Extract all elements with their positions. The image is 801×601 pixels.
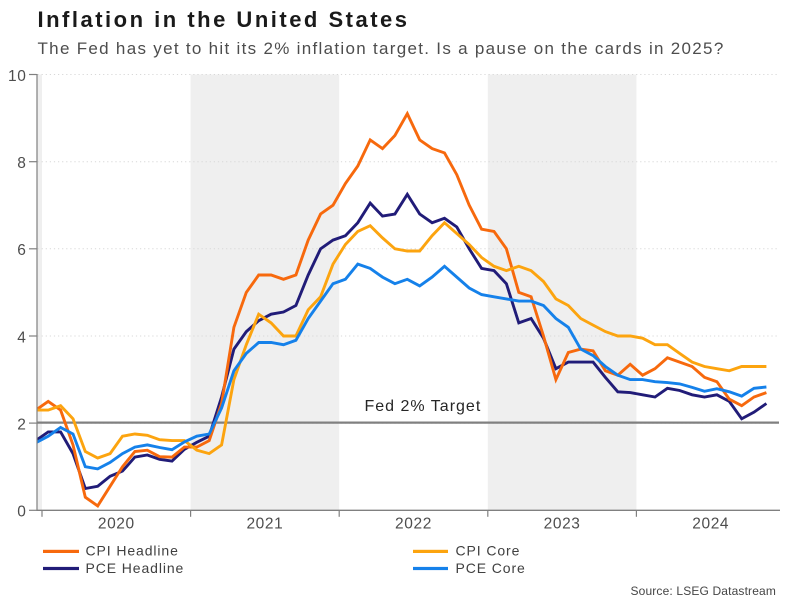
svg-text:6: 6 (17, 242, 26, 259)
svg-text:Fed 2% Target: Fed 2% Target (365, 398, 482, 415)
svg-text:10: 10 (8, 68, 26, 85)
svg-text:CPI Core: CPI Core (456, 543, 521, 559)
svg-text:2: 2 (17, 417, 26, 434)
svg-text:The Fed has yet to hit its 2%: The Fed has yet to hit its 2% inflation … (38, 39, 725, 58)
svg-text:PCE Core: PCE Core (456, 560, 526, 576)
svg-text:2021: 2021 (246, 516, 283, 533)
svg-text:CPI Headline: CPI Headline (86, 543, 179, 559)
svg-text:4: 4 (17, 329, 26, 346)
svg-text:0: 0 (17, 504, 26, 521)
svg-text:2020: 2020 (98, 516, 135, 533)
svg-text:2022: 2022 (395, 516, 432, 533)
svg-text:Inflation in the United States: Inflation in the United States (38, 7, 410, 32)
svg-text:8: 8 (17, 155, 26, 172)
svg-text:2023: 2023 (544, 516, 581, 533)
svg-text:Source: LSEG Datastream: Source: LSEG Datastream (630, 584, 776, 598)
svg-text:PCE Headline: PCE Headline (86, 560, 185, 576)
svg-text:2024: 2024 (692, 516, 729, 533)
